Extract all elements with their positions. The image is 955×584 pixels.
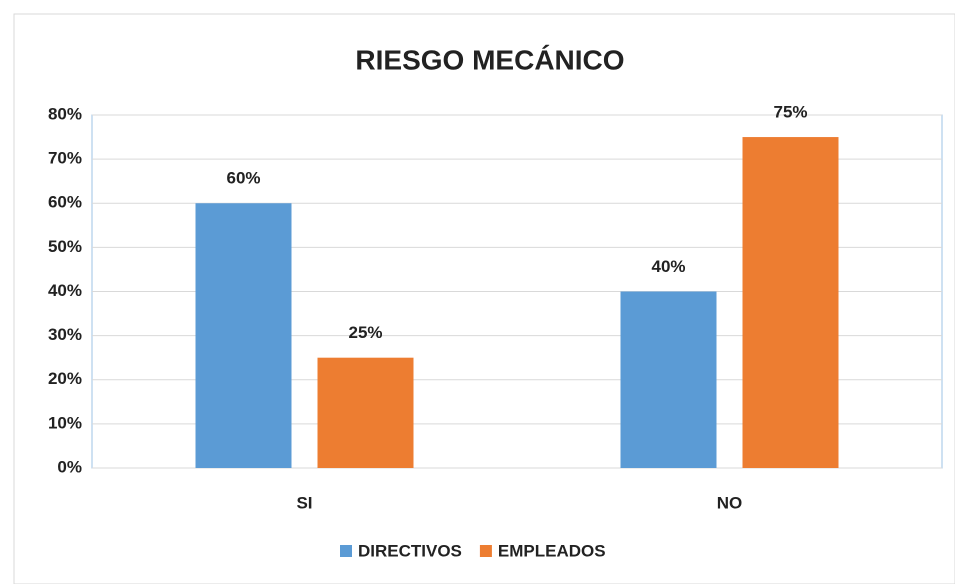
x-tick-label: NO [717,493,743,512]
bar [195,203,292,468]
y-tick-label: 80% [48,104,82,123]
chart-title: RIESGO MECÁNICO [355,44,624,75]
y-tick-label: 60% [48,193,82,212]
value-label: 25% [348,323,382,342]
value-label: 60% [226,169,260,188]
legend-label: EMPLEADOS [498,541,606,560]
x-tick-label: SI [296,493,312,512]
value-label: 75% [773,103,807,122]
legend-swatch [479,545,492,557]
y-tick-label: 40% [48,281,82,300]
value-label: 40% [651,257,685,276]
legend-swatch [340,545,352,557]
legend-label: DIRECTIVOS [358,541,462,560]
bar [620,291,717,468]
bar [742,137,839,468]
y-tick-label: 20% [48,369,82,388]
bar [317,357,414,468]
y-tick-label: 0% [57,457,82,476]
y-tick-label: 30% [48,325,82,344]
y-tick-label: 50% [48,237,82,256]
y-tick-label: 10% [48,413,82,432]
y-tick-label: 70% [48,149,82,168]
